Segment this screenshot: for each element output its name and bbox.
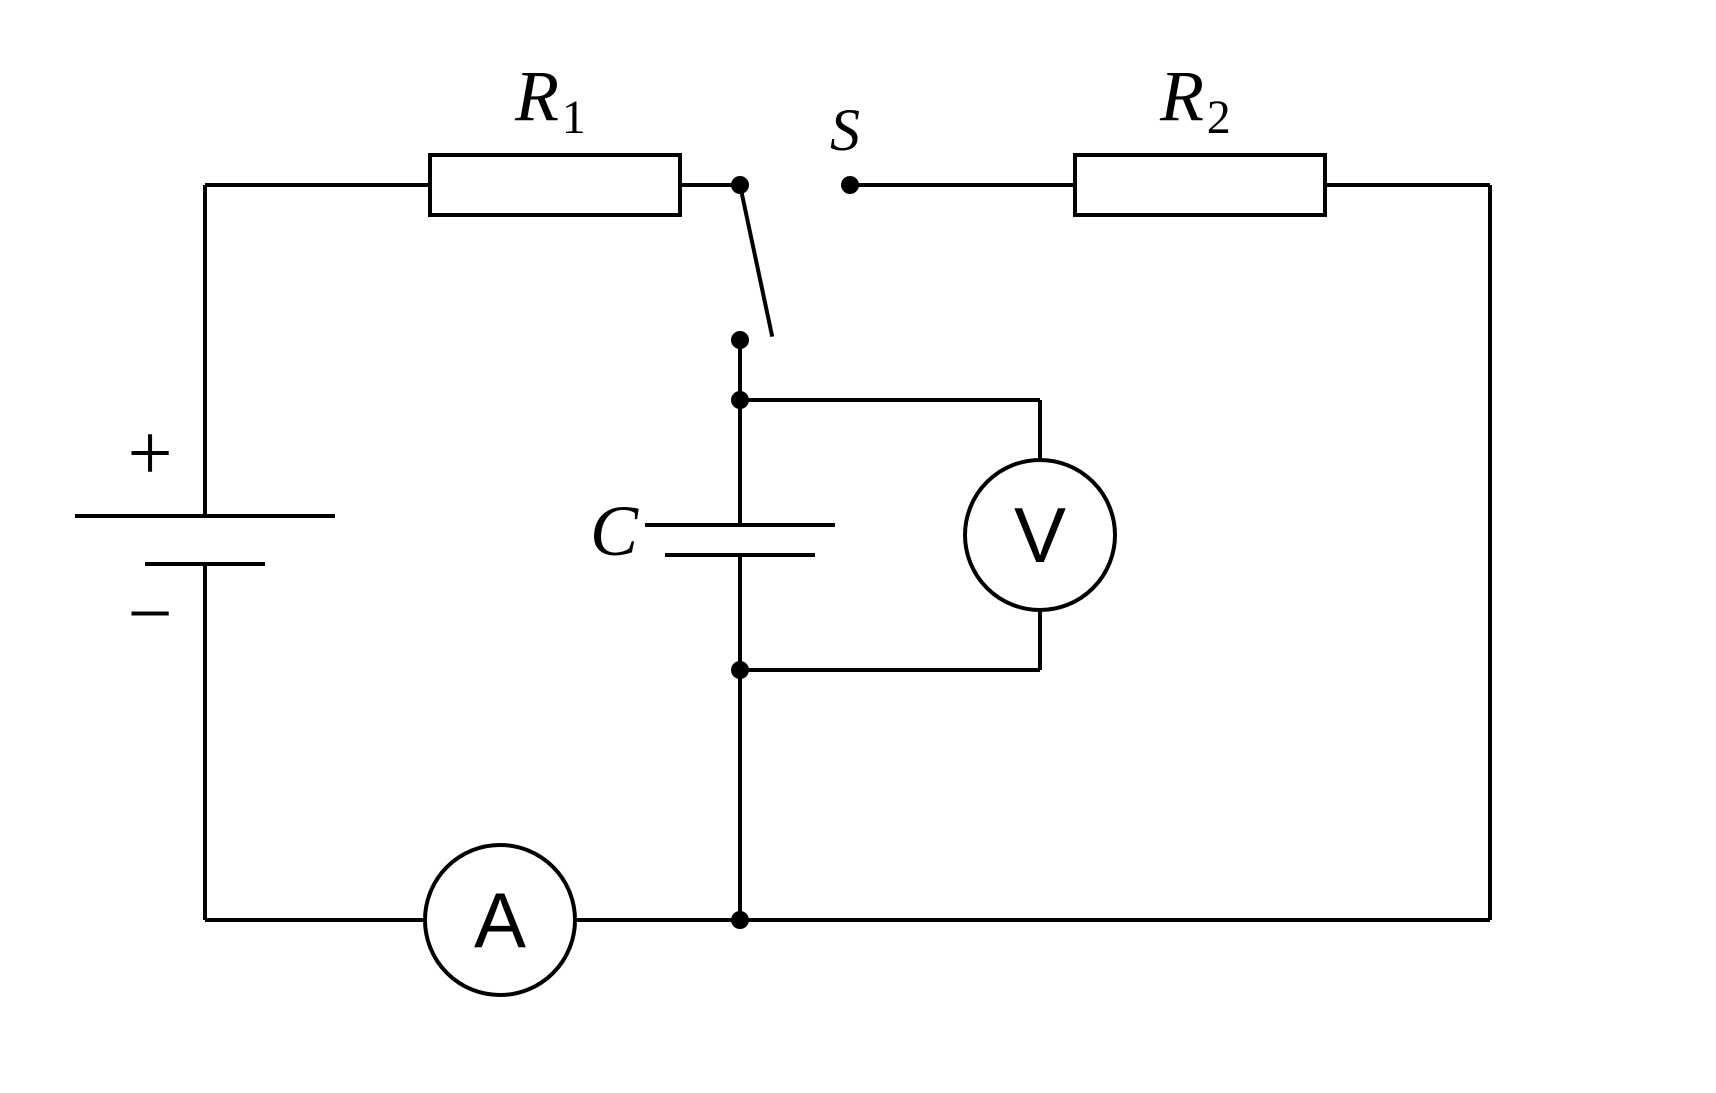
label-switch: S	[830, 97, 860, 163]
label-battery-plus: +	[127, 410, 172, 498]
label-capacitor: C	[590, 491, 639, 571]
resistor-r2	[1075, 155, 1325, 215]
connection-nodes	[731, 176, 859, 929]
svg-text:1: 1	[562, 91, 586, 144]
label-r1: R	[514, 56, 559, 136]
label-battery-minus: −	[127, 570, 172, 658]
label-voltmeter: V	[1014, 491, 1066, 579]
switch-arm	[740, 185, 772, 337]
resistor-r1	[430, 155, 680, 215]
components	[75, 155, 1325, 995]
svg-text:2: 2	[1207, 91, 1231, 144]
label-ammeter: A	[474, 876, 526, 964]
wires	[205, 185, 1490, 920]
circuit-diagram: R1R2SC+−AV	[0, 0, 1716, 1093]
label-r2: R	[1159, 56, 1204, 136]
